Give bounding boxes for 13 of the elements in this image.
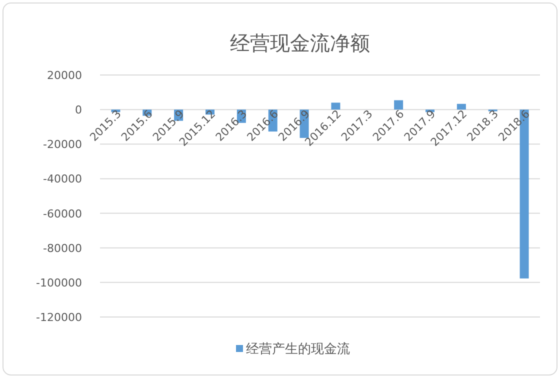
y-tick-label: -40000 bbox=[43, 172, 82, 186]
bar bbox=[394, 100, 404, 110]
y-tick-label: -60000 bbox=[43, 207, 82, 220]
y-tick-label: 0 bbox=[75, 104, 82, 117]
y-tick-label: -80000 bbox=[43, 242, 82, 255]
y-tick-label: -120000 bbox=[36, 311, 82, 324]
y-tick-label: -20000 bbox=[43, 138, 82, 152]
legend-label: 经营产生的现金流 bbox=[246, 341, 350, 357]
bar bbox=[456, 104, 466, 110]
y-tick-label: 20000 bbox=[47, 69, 82, 82]
bar bbox=[331, 102, 340, 110]
chart-title: 经营现金流净额 bbox=[230, 31, 370, 55]
y-tick-label: -100000 bbox=[36, 276, 82, 290]
